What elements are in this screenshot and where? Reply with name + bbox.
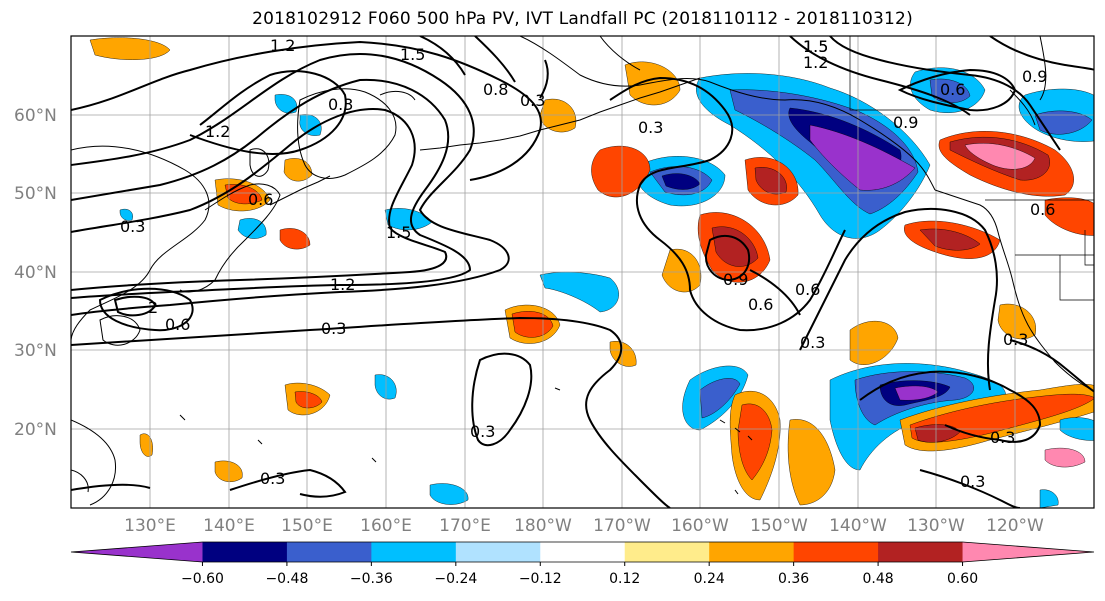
colorbar-swatch <box>962 542 1094 562</box>
colorbar-swatch <box>286 542 372 562</box>
contour-label: 0.3 <box>470 422 495 441</box>
contour-labels: 1.2 1.5 1.5 0.3 1.2 0.8 0.3 0.3 0.6 1.5 … <box>120 36 1055 491</box>
lon-label: 130°W <box>907 516 965 536</box>
lat-label-20n: 20°N <box>14 420 57 440</box>
contour-label: 0.3 <box>800 333 825 352</box>
colorbar-swatch <box>709 542 795 562</box>
contour-label: 0.3 <box>520 91 545 110</box>
contour-label: 0.6 <box>748 295 773 314</box>
colorbar-tick-label: −0.24 <box>434 571 477 587</box>
lon-label: 140°E <box>203 516 255 536</box>
contour-label: 0.3 <box>260 469 285 488</box>
contour-label: 1.5 <box>386 223 411 242</box>
colorbar-swatch <box>202 542 288 562</box>
colorbar-swatch <box>371 542 457 562</box>
contour-label: 0.6 <box>1030 200 1055 219</box>
contour-label: 0.9 <box>1022 67 1047 86</box>
lon-label: 160°W <box>671 516 729 536</box>
colorbar-swatch <box>793 542 879 562</box>
contour-label: 1.5 <box>803 37 828 56</box>
colorbar-tick-label: 0.36 <box>778 571 809 587</box>
contour-label: 0.6 <box>795 280 820 299</box>
figure-title: 2018102912 F060 500 hPa PV, IVT Landfall… <box>252 9 913 29</box>
latitude-labels: 60°N 50°N 40°N 30°N 20°N <box>14 106 57 440</box>
lon-label: 170°E <box>439 516 491 536</box>
contour-label: 0.3 <box>328 95 353 114</box>
contour-label: 0.9 <box>893 113 918 132</box>
colorbar-tick-label: −0.48 <box>265 571 308 587</box>
lon-label: 170°W <box>593 516 651 536</box>
contour-label: 1.2 <box>270 36 295 55</box>
lon-label: 140°W <box>829 516 887 536</box>
colorbar-swatch <box>878 542 964 562</box>
colorbar-tick-label: 0.24 <box>694 571 725 587</box>
colorbar-swatch <box>71 542 203 562</box>
colorbar-tick-label: 0.48 <box>863 571 894 587</box>
contour-label: 1.5 <box>803 37 828 56</box>
coastlines <box>71 36 1094 506</box>
lat-label-50n: 50°N <box>14 184 57 204</box>
colorbar-tick-label: −0.12 <box>519 571 562 587</box>
colorbar-swatch <box>624 542 710 562</box>
contour-label: 0.9 <box>723 270 748 289</box>
contour-label: 1.2 <box>205 122 230 141</box>
contour-label: 0.6 <box>940 80 965 99</box>
colorbar-tick-label: −0.60 <box>181 571 224 587</box>
colorbar-tick-label: 0.60 <box>947 571 978 587</box>
contour-label: 0.6 <box>248 190 273 209</box>
contour-label: 1.2 <box>330 275 355 294</box>
contour-label: 0.3 <box>1003 330 1028 349</box>
lon-label: 160°E <box>360 516 412 536</box>
graticule <box>71 36 1094 508</box>
colorbar-swatch <box>540 542 626 562</box>
lon-label: 150°E <box>281 516 333 536</box>
lon-label: 180°W <box>514 516 572 536</box>
contour-label: 2 <box>148 298 158 317</box>
colorbar-tick-label: −0.36 <box>350 571 393 587</box>
borders <box>849 36 1094 301</box>
lon-label: 130°E <box>124 516 176 536</box>
contour-label: 0.3 <box>638 118 663 137</box>
lon-label: 120°W <box>986 516 1044 536</box>
longitude-labels: 130°E 140°E 150°E 160°E 170°E 180°W 170°… <box>124 516 1044 536</box>
lat-label-40n: 40°N <box>14 263 57 283</box>
contour-label: 0.3 <box>960 472 985 491</box>
contour-label: 0.8 <box>483 80 508 99</box>
colorbar-tick-label: 0.12 <box>609 571 640 587</box>
contour-label: 1.2 <box>803 53 828 72</box>
colorbar: −0.60 −0.48 −0.36 −0.24 −0.12 0.12 0.24 0.36 0.4… <box>70 541 1095 587</box>
contour-label: 1.5 <box>400 45 425 64</box>
map-frame <box>70 35 1095 509</box>
colorbar-swatch <box>455 542 541 562</box>
contour-label: 0.3 <box>120 217 145 236</box>
pv-contours <box>71 36 1094 508</box>
contour-label: 0.3 <box>321 319 346 338</box>
lon-label: 150°W <box>750 516 808 536</box>
contour-label: 0.6 <box>165 315 190 334</box>
lat-label-60n: 60°N <box>14 106 57 126</box>
contour-label: 0.3 <box>990 428 1015 447</box>
lat-label-30n: 30°N <box>14 341 57 361</box>
